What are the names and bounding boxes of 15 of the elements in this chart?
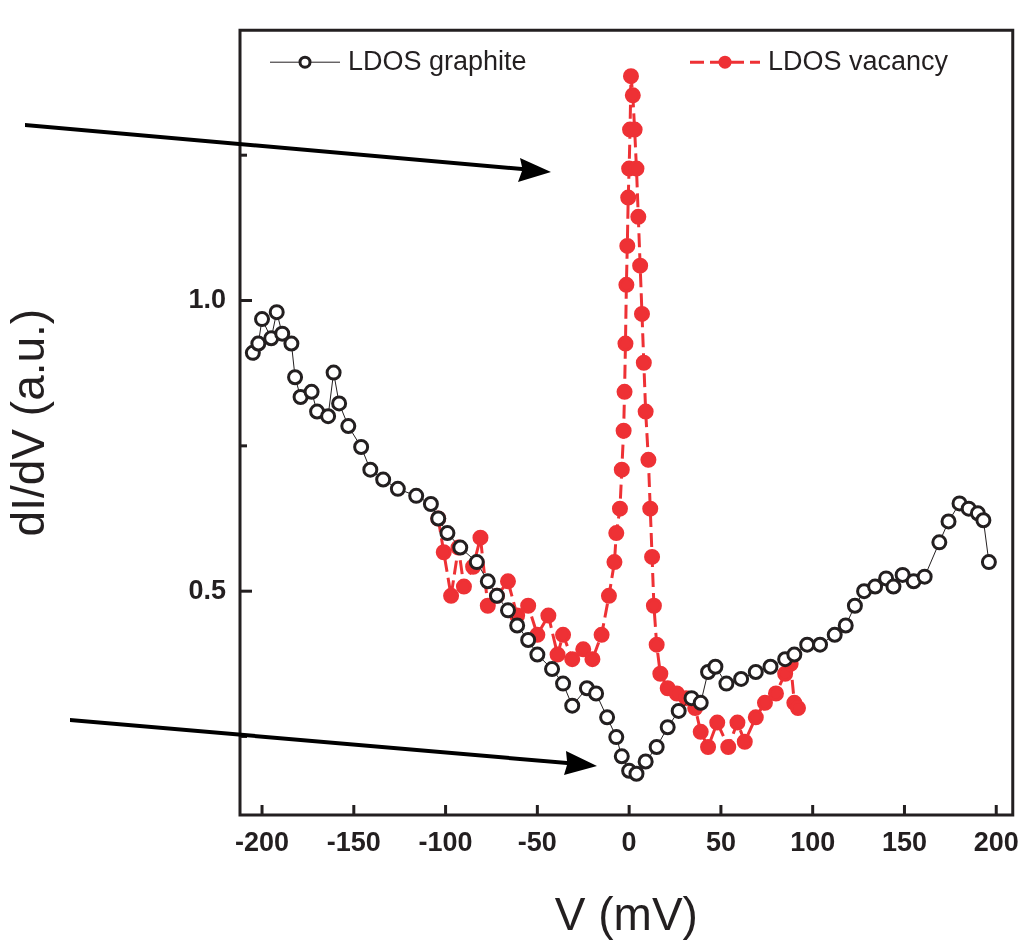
- legend-label: LDOS graphite: [348, 45, 527, 76]
- y-axis-title: dI/dV (a.u.): [2, 308, 55, 537]
- x-tick-label: 50: [705, 826, 736, 857]
- x-tick-label: -100: [418, 826, 473, 857]
- x-tick-label: -50: [517, 826, 557, 857]
- x-tick-label: 100: [790, 826, 836, 857]
- x-tick-label: -150: [326, 826, 381, 857]
- legend-label: LDOS vacancy: [768, 45, 949, 76]
- x-tick-label: 0: [621, 826, 637, 857]
- x-tick-label: -200: [235, 826, 290, 857]
- x-tick-label: 150: [881, 826, 927, 857]
- x-axis-title: V (mV): [554, 888, 698, 941]
- x-tick-label: 200: [973, 826, 1019, 857]
- y-tick-label: 1.0: [188, 283, 226, 314]
- y-tick-label: 0.5: [188, 574, 226, 605]
